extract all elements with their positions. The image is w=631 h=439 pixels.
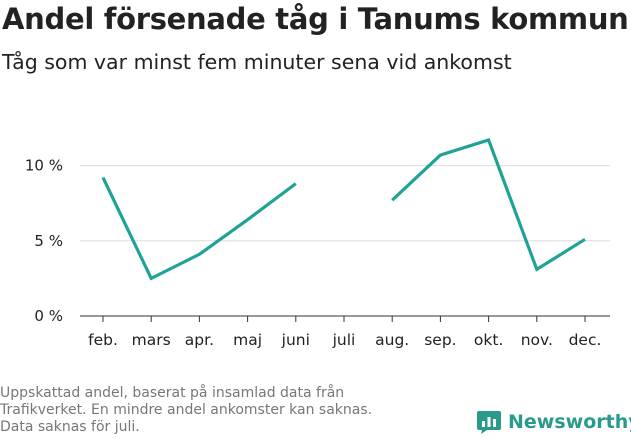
series-line [101, 176, 297, 281]
series-line [391, 138, 586, 272]
x-tick-label: juli [332, 331, 356, 349]
y-tick-label: 0 % [34, 307, 63, 325]
footnote: Uppskattad andel, baserat på insamlad da… [0, 385, 440, 436]
x-tick-label: mars [132, 331, 171, 349]
x-tick-label: aug. [375, 331, 409, 349]
footnote-line-3: Data saknas för juli. [0, 419, 140, 435]
y-tick-label: 5 % [34, 232, 63, 250]
x-tick-label: sep. [424, 331, 456, 349]
x-tick-label: okt. [474, 331, 503, 349]
brand-logo: Newsworthy [476, 408, 631, 436]
x-tick-label: juni [281, 331, 310, 349]
x-tick-label: dec. [569, 331, 602, 349]
footnote-line-1: Uppskattad andel, baserat på insamlad da… [0, 385, 345, 401]
bar-chart-logo-icon [477, 411, 501, 434]
x-tick-label: feb. [88, 331, 118, 349]
x-tick-label: nov. [521, 331, 553, 349]
chart-subtitle: Tåg som var minst fem minuter sena vid a… [2, 50, 512, 74]
footnote-line-2: Trafikverket. En mindre andel ankomster … [0, 402, 373, 418]
brand-name: Newsworthy [508, 411, 631, 433]
x-tick-label: maj [233, 331, 262, 349]
line-chart: 0 % 5 % 10 % feb. mars apr. maj juni juli aug. sep… [25, 138, 610, 349]
chart-title: Andel försenade tåg i Tanums kommun [2, 2, 629, 36]
x-tick-label: apr. [185, 331, 214, 349]
y-tick-label: 10 % [25, 157, 63, 175]
